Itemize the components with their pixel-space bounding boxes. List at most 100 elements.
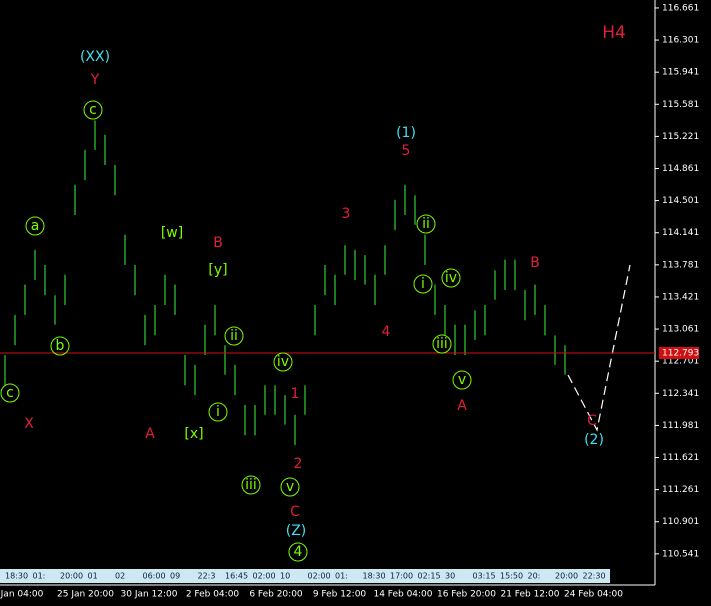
x-tick-label: 25 Jan 20:00	[57, 590, 114, 600]
wave-circle	[441, 268, 461, 288]
strip-label: 01:	[33, 572, 46, 581]
wave-label: c	[6, 385, 14, 401]
wave-label: ii	[230, 328, 238, 344]
wave-label: ii	[422, 216, 430, 232]
time-strip	[0, 569, 610, 583]
strip-label: 02:15	[418, 572, 441, 581]
wave-label: iv	[277, 354, 289, 370]
strip-label: 01	[88, 572, 98, 581]
strip-label: 01:	[335, 572, 348, 581]
wave-label: C	[290, 504, 300, 520]
wave-label: (Z)	[286, 523, 307, 539]
y-tick-label: 111.621	[662, 453, 699, 463]
strip-label: 09	[170, 572, 180, 581]
wave-circle	[288, 542, 308, 562]
wave-circle	[224, 326, 244, 346]
wave-label: b	[56, 338, 65, 354]
wave-label: B	[530, 255, 540, 271]
wave-label: [y]	[208, 262, 227, 278]
strip-label: 22:30	[583, 572, 606, 581]
y-tick-label: 110.541	[662, 549, 699, 559]
strip-label: 16:45	[225, 572, 248, 581]
y-tick-label: 114.861	[662, 164, 699, 174]
y-tick-label: 116.661	[662, 3, 699, 13]
wave-label: (1)	[396, 125, 416, 141]
wave-label: 2	[294, 456, 303, 472]
y-tick-label: 113.061	[662, 325, 699, 335]
y-tick-label: 111.981	[662, 421, 699, 431]
strip-label: 20:00	[555, 572, 578, 581]
wave-circle	[416, 214, 436, 234]
wave-label: c	[89, 102, 97, 118]
wave-circle	[273, 352, 293, 372]
y-tick-label: 116.301	[662, 36, 699, 46]
wave-circle	[83, 100, 103, 120]
timeframe: H4	[602, 23, 626, 43]
wave-label: C	[587, 413, 597, 429]
wave-circle	[413, 274, 433, 294]
wave-label: (XX)	[80, 49, 110, 65]
strip-label: 03:15	[473, 572, 496, 581]
y-tick-label: 110.901	[662, 517, 699, 527]
x-tick-label: 2 Feb 04:00	[186, 590, 240, 600]
y-tick-label: 111.261	[662, 485, 699, 495]
wave-label: 5	[402, 143, 411, 159]
wave-circle	[432, 334, 452, 354]
wave-label: i	[421, 276, 425, 292]
wave-label: [x]	[184, 426, 203, 442]
wave-circle	[241, 475, 261, 495]
wave-label: A	[457, 398, 467, 414]
strip-label: 20:00	[60, 572, 83, 581]
strip-label: 10	[280, 572, 290, 581]
wave-label: B	[213, 235, 223, 251]
wave-label: i	[216, 404, 220, 420]
y-tick-label: 113.421	[662, 292, 699, 302]
y-tick-label: 115.581	[662, 100, 699, 110]
strip-label: 17:00	[390, 572, 413, 581]
wave-label: v	[286, 479, 294, 495]
wave-circle	[208, 402, 228, 422]
wave-label: (2)	[584, 432, 604, 448]
wave-label: iii	[245, 477, 257, 493]
wave-label: iv	[445, 270, 457, 286]
current-price-box	[659, 346, 699, 359]
strip-label: 02:00	[308, 572, 331, 581]
y-tick-label: 113.781	[662, 260, 699, 270]
x-tick-label: 14 Feb 04:00	[373, 590, 432, 600]
wave-label: 3	[342, 206, 351, 222]
wave-circle	[25, 216, 45, 236]
x-tick-label: 6 Feb 20:00	[249, 590, 303, 600]
wave-label: Y	[90, 72, 100, 88]
wave-label: v	[458, 372, 466, 388]
wave-circle	[452, 370, 472, 390]
strip-label: 22:3	[198, 572, 216, 581]
current-price-label: 112.793	[662, 348, 699, 358]
x-tick-label: Jan 04:00	[0, 590, 44, 600]
strip-label: 20:	[528, 572, 541, 581]
wave-circle	[0, 383, 20, 403]
wave-label: a	[31, 218, 40, 234]
wave-circle	[50, 336, 70, 356]
x-tick-label: 30 Jan 12:00	[121, 590, 178, 600]
strip-label: 18:30	[5, 572, 28, 581]
x-tick-label: 24 Feb 04:00	[564, 590, 623, 600]
wave-label: [w]	[161, 225, 183, 241]
wave-label: 1	[291, 386, 300, 402]
wave-circle	[280, 477, 300, 497]
wave-label: X	[24, 416, 34, 432]
projection	[567, 264, 631, 432]
strip-label: 02:00	[253, 572, 276, 581]
wave-label: A	[145, 426, 155, 442]
strip-label: 02	[115, 572, 125, 581]
strip-label: 15:50	[500, 572, 523, 581]
strip-label: 30	[445, 572, 455, 581]
y-tick-label: 114.501	[662, 196, 699, 206]
wave-label: 4	[382, 324, 391, 340]
strip-label: 06:00	[143, 572, 166, 581]
x-tick-label: 9 Feb 12:00	[313, 590, 367, 600]
y-tick-label: 112.701	[662, 357, 699, 367]
y-tick-label: 114.141	[662, 228, 699, 238]
x-tick-label: 21 Feb 12:00	[500, 590, 559, 600]
